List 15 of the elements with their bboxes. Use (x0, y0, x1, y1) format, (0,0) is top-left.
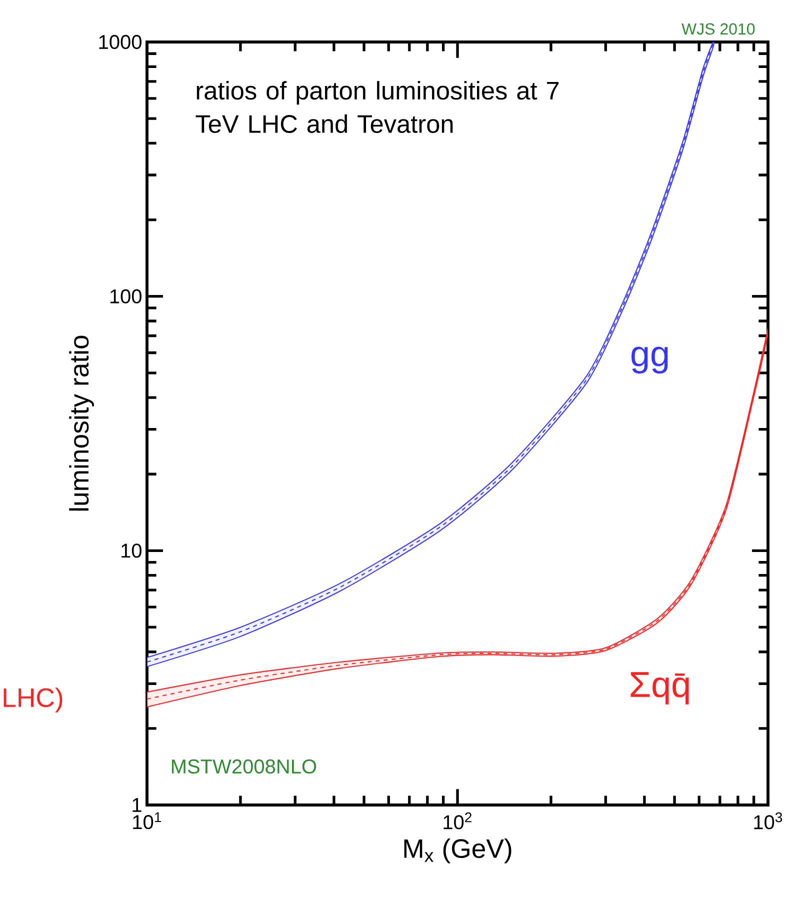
y-tick-label: 1 (132, 798, 142, 812)
y-tick-label: 10 (122, 544, 142, 558)
x-tick-label: 10$^{2}$ (444, 812, 472, 830)
x-tick-label: 10$^{1}$ (133, 812, 161, 830)
x-tick-label: 10$^{3}$ (754, 812, 782, 830)
annotation: MSTW2008NLO (172, 759, 316, 774)
x-axis-title: M$_{x}$ (GeV) (404, 838, 512, 864)
text: LHC) (4, 688, 62, 712)
series-label: Σqq̄ (630, 672, 689, 704)
series-label: gg (631, 346, 668, 374)
y-tick-label: 100 (110, 289, 142, 304)
y-axis-title: luminosity ratio (69, 336, 94, 511)
text: WJS 2010 (682, 23, 755, 35)
y-tick-label: 1000 (99, 34, 142, 50)
text: ratios of parton luminosities at 7 TeV LHC and Tevatron (196, 81, 559, 133)
